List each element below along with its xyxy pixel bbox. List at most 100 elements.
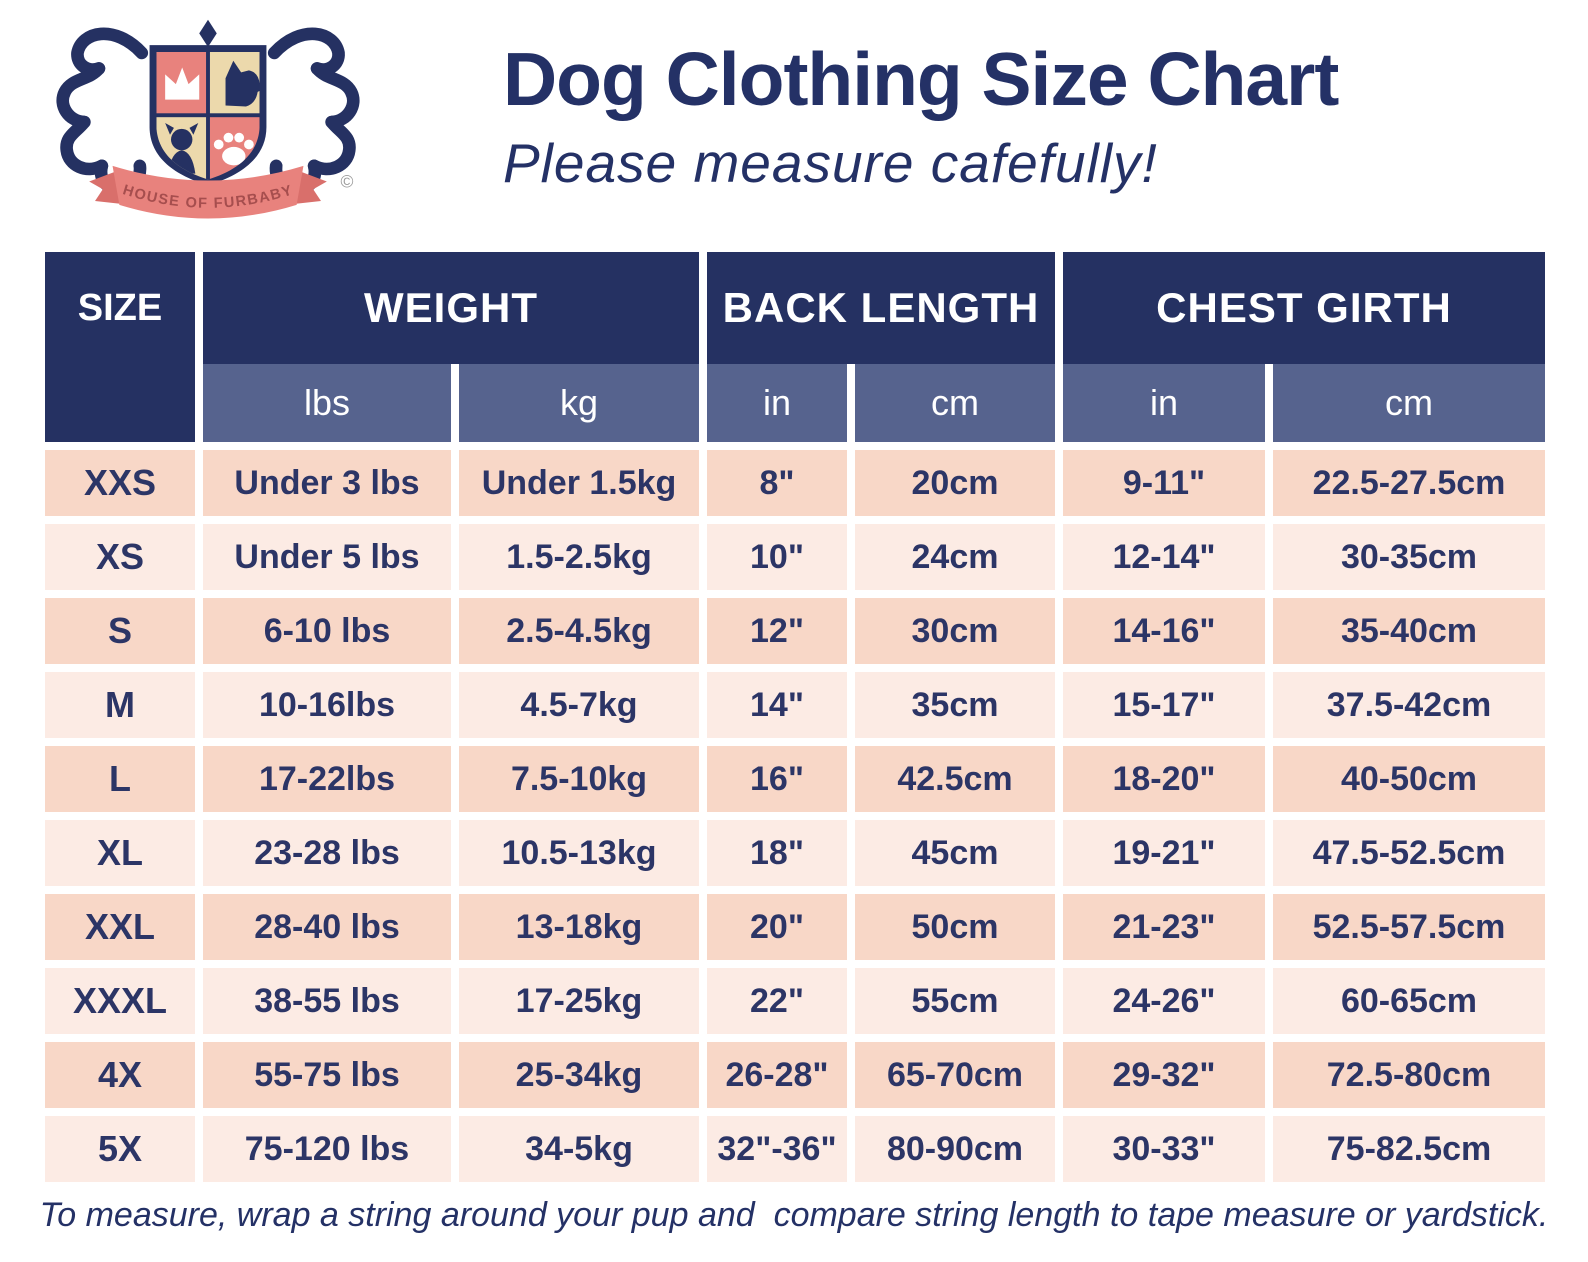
back-length-unit-row: in cm bbox=[707, 364, 1055, 442]
crown-icon bbox=[165, 67, 200, 100]
chest-girth-cm-cell: 22.5-27.5cm bbox=[1273, 450, 1545, 516]
weight-kg-cell: 34-5kg bbox=[459, 1116, 699, 1182]
size-chart-table: SIZE WEIGHT lbs kg BACK LENGTH in cm CHE… bbox=[45, 252, 1545, 1182]
chest-girth-unit-row: in cm bbox=[1063, 364, 1545, 442]
flourish-left bbox=[56, 27, 149, 196]
weight-kg-cell: 13-18kg bbox=[459, 894, 699, 960]
chest-girth-cm-cell: 52.5-57.5cm bbox=[1273, 894, 1545, 960]
size-header-label: SIZE bbox=[77, 286, 163, 329]
back-length-in-cell: 32"-36" bbox=[707, 1116, 847, 1182]
table-row: XXS Under 3 lbs Under 1.5kg 8" 20cm 9-11… bbox=[45, 450, 1545, 516]
copyright-mark: © bbox=[340, 171, 353, 191]
back-length-cm-cell: 55cm bbox=[855, 968, 1055, 1034]
table-row: XS Under 5 lbs 1.5-2.5kg 10" 24cm 12-14"… bbox=[45, 524, 1545, 590]
chest-girth-in-cell: 24-26" bbox=[1063, 968, 1265, 1034]
chest-girth-cm-cell: 47.5-52.5cm bbox=[1273, 820, 1545, 886]
size-cell: 4X bbox=[45, 1042, 195, 1108]
chest-girth-in-cell: 15-17" bbox=[1063, 672, 1265, 738]
shield-divider-horizontal bbox=[156, 113, 260, 118]
size-cell: L bbox=[45, 746, 195, 812]
header: Dog Clothing Size Chart Please measure c… bbox=[503, 42, 1339, 195]
column-group-weight: WEIGHT lbs kg bbox=[203, 252, 699, 442]
table-row: XXXL 38-55 lbs 17-25kg 22" 55cm 24-26" 6… bbox=[45, 968, 1545, 1034]
weight-kg-cell: 7.5-10kg bbox=[459, 746, 699, 812]
chest-girth-in-cell: 29-32" bbox=[1063, 1042, 1265, 1108]
weight-lbs-cell: 38-55 lbs bbox=[203, 968, 451, 1034]
size-cell: M bbox=[45, 672, 195, 738]
back-length-cm-cell: 42.5cm bbox=[855, 746, 1055, 812]
weight-unit-kg: kg bbox=[459, 364, 699, 442]
weight-kg-cell: Under 1.5kg bbox=[459, 450, 699, 516]
table-row: XL 23-28 lbs 10.5-13kg 18" 45cm 19-21" 4… bbox=[45, 820, 1545, 886]
back-length-in-cell: 16" bbox=[707, 746, 847, 812]
crest-top-ornament bbox=[199, 19, 217, 48]
page-subtitle: Please measure cafefully! bbox=[503, 132, 1158, 194]
weight-lbs-cell: 55-75 lbs bbox=[203, 1042, 451, 1108]
back-length-cm-cell: 20cm bbox=[855, 450, 1055, 516]
brand-crest-logo: HOUSE OF FURBABY © bbox=[52, 12, 364, 241]
chest-girth-cm-cell: 75-82.5cm bbox=[1273, 1116, 1545, 1182]
back-length-cm-cell: 65-70cm bbox=[855, 1042, 1055, 1108]
chest-girth-cm-cell: 37.5-42cm bbox=[1273, 672, 1545, 738]
size-cell: 5X bbox=[45, 1116, 195, 1182]
back-length-in-cell: 8" bbox=[707, 450, 847, 516]
chest-girth-in-cell: 30-33" bbox=[1063, 1116, 1265, 1182]
crest-graphic: HOUSE OF FURBABY © bbox=[56, 19, 360, 219]
back-length-cm-cell: 80-90cm bbox=[855, 1116, 1055, 1182]
paw-icon bbox=[213, 132, 254, 166]
weight-header-label: WEIGHT bbox=[203, 252, 699, 364]
table-row: L 17-22lbs 7.5-10kg 16" 42.5cm 18-20" 40… bbox=[45, 746, 1545, 812]
measuring-instructions: To measure, wrap a string around your pu… bbox=[39, 1196, 1549, 1234]
table-row: 4X 55-75 lbs 25-34kg 26-28" 65-70cm 29-3… bbox=[45, 1042, 1545, 1108]
back-length-in-cell: 14" bbox=[707, 672, 847, 738]
chest-girth-in-cell: 9-11" bbox=[1063, 450, 1265, 516]
dog-icon bbox=[225, 60, 260, 107]
size-cell: XXL bbox=[45, 894, 195, 960]
table-header: SIZE WEIGHT lbs kg BACK LENGTH in cm CHE… bbox=[45, 252, 1545, 442]
column-header-size: SIZE bbox=[45, 252, 195, 442]
back-length-in-cell: 20" bbox=[707, 894, 847, 960]
chest-girth-cm-cell: 30-35cm bbox=[1273, 524, 1545, 590]
size-cell: XXXL bbox=[45, 968, 195, 1034]
table-row: 5X 75-120 lbs 34-5kg 32"-36" 80-90cm 30-… bbox=[45, 1116, 1545, 1182]
chest-girth-in-cell: 19-21" bbox=[1063, 820, 1265, 886]
table-row: M 10-16lbs 4.5-7kg 14" 35cm 15-17" 37.5-… bbox=[45, 672, 1545, 738]
back-length-cm-cell: 30cm bbox=[855, 598, 1055, 664]
size-cell: XS bbox=[45, 524, 195, 590]
chest-girth-cm-cell: 40-50cm bbox=[1273, 746, 1545, 812]
weight-lbs-cell: Under 5 lbs bbox=[203, 524, 451, 590]
weight-unit-row: lbs kg bbox=[203, 364, 699, 442]
weight-lbs-cell: 17-22lbs bbox=[203, 746, 451, 812]
column-group-back-length: BACK LENGTH in cm bbox=[707, 252, 1055, 442]
size-cell: XXS bbox=[45, 450, 195, 516]
table-body: XXS Under 3 lbs Under 1.5kg 8" 20cm 9-11… bbox=[45, 450, 1545, 1182]
back-length-in-cell: 18" bbox=[707, 820, 847, 886]
back-length-cm-cell: 35cm bbox=[855, 672, 1055, 738]
weight-kg-cell: 2.5-4.5kg bbox=[459, 598, 699, 664]
back-length-cm-cell: 45cm bbox=[855, 820, 1055, 886]
weight-lbs-cell: 75-120 lbs bbox=[203, 1116, 451, 1182]
back-length-in-cell: 26-28" bbox=[707, 1042, 847, 1108]
chest-girth-unit-cm: cm bbox=[1273, 364, 1545, 442]
back-length-unit-cm: cm bbox=[855, 364, 1055, 442]
weight-lbs-cell: 6-10 lbs bbox=[203, 598, 451, 664]
chest-girth-in-cell: 12-14" bbox=[1063, 524, 1265, 590]
back-length-in-cell: 10" bbox=[707, 524, 847, 590]
chest-girth-in-cell: 21-23" bbox=[1063, 894, 1265, 960]
table-row: XXL 28-40 lbs 13-18kg 20" 50cm 21-23" 52… bbox=[45, 894, 1545, 960]
chest-girth-in-cell: 14-16" bbox=[1063, 598, 1265, 664]
weight-kg-cell: 17-25kg bbox=[459, 968, 699, 1034]
chest-girth-cm-cell: 72.5-80cm bbox=[1273, 1042, 1545, 1108]
table-row: S 6-10 lbs 2.5-4.5kg 12" 30cm 14-16" 35-… bbox=[45, 598, 1545, 664]
weight-lbs-cell: 28-40 lbs bbox=[203, 894, 451, 960]
weight-kg-cell: 25-34kg bbox=[459, 1042, 699, 1108]
weight-kg-cell: 10.5-13kg bbox=[459, 820, 699, 886]
weight-lbs-cell: 23-28 lbs bbox=[203, 820, 451, 886]
back-length-in-cell: 22" bbox=[707, 968, 847, 1034]
back-length-header-label: BACK LENGTH bbox=[707, 252, 1055, 364]
back-length-in-cell: 12" bbox=[707, 598, 847, 664]
back-length-cm-cell: 24cm bbox=[855, 524, 1055, 590]
weight-kg-cell: 1.5-2.5kg bbox=[459, 524, 699, 590]
weight-kg-cell: 4.5-7kg bbox=[459, 672, 699, 738]
back-length-cm-cell: 50cm bbox=[855, 894, 1055, 960]
